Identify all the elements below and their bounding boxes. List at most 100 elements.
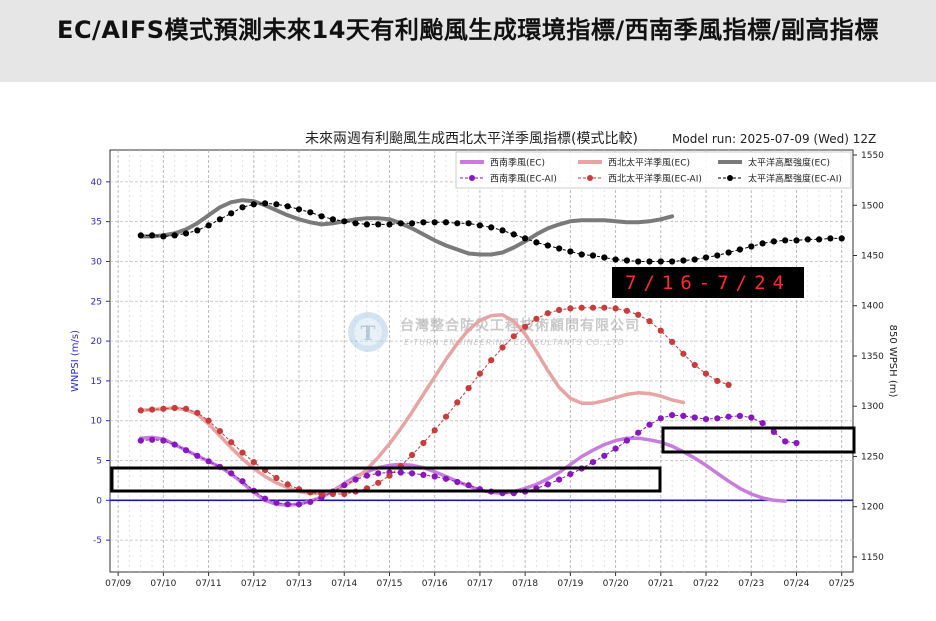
data-point-wpsh_ai (793, 237, 800, 244)
data-point-wpsh_ai (137, 232, 144, 239)
data-point-swm_ai (284, 501, 291, 508)
y-tick-label-right: 1350 (861, 352, 884, 362)
data-point-wnp_ai (499, 344, 506, 351)
data-point-wpsh_ai (295, 206, 303, 213)
data-point-swm_ai (239, 478, 246, 485)
data-point-swm_ai (307, 498, 314, 505)
data-point-wpsh_ai (375, 221, 382, 228)
y-tick-label-left: 5 (96, 457, 102, 467)
data-point-wnp_ai (680, 350, 687, 357)
data-point-wpsh_ai (465, 220, 472, 227)
data-point-wpsh_ai (386, 221, 393, 228)
data-point-wnp_ai (239, 449, 246, 456)
data-point-swm_ai (556, 476, 563, 483)
data-point-swm_ai (544, 481, 551, 488)
data-point-swm_ai (194, 452, 201, 459)
data-point-wpsh_ai (329, 216, 336, 223)
data-point-swm_ai (149, 436, 156, 443)
data-point-wnp_ai (228, 439, 235, 446)
data-point-wpsh_ai (827, 235, 834, 242)
data-point-swm_ai (375, 470, 382, 477)
data-point-swm_ai (793, 439, 800, 447)
data-point-wpsh_ai (488, 224, 495, 231)
data-point-wnp_ai (623, 307, 631, 314)
data-point-wpsh_ai (578, 251, 585, 258)
data-point-wnp_ai (273, 474, 280, 482)
data-point-wnp_ai (386, 472, 393, 479)
data-point-swm_ai (680, 412, 687, 419)
watermark-line2: E-TURN ENGINEERING CONSULTANTS CO.,LTD (404, 338, 625, 347)
y-tick-label-left: 25 (91, 297, 102, 307)
data-point-wnp_ai (601, 304, 608, 311)
y-tick-label-left: 10 (91, 417, 103, 427)
data-point-wpsh_ai (680, 257, 687, 264)
data-point-swm_ai (657, 415, 664, 422)
data-point-wpsh_ai (397, 220, 404, 227)
data-point-wpsh_ai (748, 243, 755, 250)
legend-label-wpsh_ai: 太平洋高壓強度(EC-AI) (748, 173, 842, 185)
data-point-swm_ai (612, 445, 619, 452)
data-point-swm_ai (589, 459, 597, 466)
data-point-swm_ai (770, 428, 778, 435)
data-point-wnp_ai (646, 318, 653, 325)
data-point-wnp_ai (669, 338, 676, 345)
data-point-wpsh_ai (522, 235, 529, 242)
legend-swatch-marker-wnp_ai (587, 175, 593, 181)
data-point-wnp_ai (250, 459, 257, 466)
y-tick-label-right: 1550 (861, 151, 884, 161)
data-point-swm_ai (420, 471, 427, 478)
x-tick-label: 07/14 (331, 579, 357, 589)
data-point-wnp_ai (409, 451, 416, 459)
data-point-wnp_ai (420, 439, 427, 447)
date-range-label: 7/16-7/24 (625, 272, 791, 294)
data-point-wpsh_ai (725, 249, 732, 256)
data-point-wpsh_ai (273, 201, 280, 208)
data-point-wpsh_ai (318, 213, 325, 220)
data-point-wnp_ai (465, 385, 472, 392)
data-point-swm_ai (691, 414, 698, 421)
x-tick-label: 07/25 (829, 579, 855, 589)
data-point-swm_ai (137, 437, 144, 444)
data-point-wnp_ai (657, 327, 664, 334)
data-point-swm_ai (397, 469, 404, 476)
y-tick-label-right: 1250 (861, 452, 884, 462)
data-point-wnp_ai (488, 357, 495, 364)
x-tick-label: 07/16 (422, 579, 448, 589)
data-point-wnp_ai (567, 305, 574, 312)
data-point-wpsh_ai (510, 231, 517, 238)
data-point-wpsh_ai (194, 227, 201, 234)
data-point-wpsh_ai (420, 219, 427, 226)
data-point-wnp_ai (522, 323, 529, 330)
data-point-swm_ai (646, 421, 653, 428)
data-point-wnp_ai (454, 399, 461, 406)
data-point-wnp_ai (137, 407, 144, 414)
data-point-wnp_ai (216, 428, 223, 435)
data-point-swm_ai (228, 470, 235, 477)
highlight-box-peak-swm (661, 426, 856, 454)
data-point-swm_ai (363, 472, 370, 479)
x-tick-label: 07/22 (693, 579, 719, 589)
data-point-wpsh_ai (499, 227, 506, 234)
y-tick-label-left: 40 (91, 178, 103, 188)
data-point-wpsh_ai (544, 242, 551, 249)
data-point-wpsh_ai (307, 209, 314, 216)
data-point-wpsh_ai (816, 236, 823, 243)
data-point-wpsh_ai (533, 239, 540, 246)
x-tick-label: 07/09 (105, 579, 131, 589)
data-point-swm_ai (442, 475, 450, 482)
series-line-wnp_ec (139, 313, 686, 495)
data-point-wnp_ai (578, 304, 585, 311)
plot-area (109, 149, 854, 573)
x-tick-label: 07/17 (467, 579, 493, 589)
legend-swatch-marker-wpsh_ai (727, 175, 733, 181)
data-point-wpsh_ai (702, 254, 710, 261)
data-point-swm_ai (736, 412, 744, 419)
legend-label-swm_ec: 西南季風(EC) (490, 157, 545, 169)
data-point-wpsh_ai (589, 252, 597, 259)
data-point-wpsh_ai (431, 219, 438, 226)
data-point-wpsh_ai (442, 219, 450, 226)
data-point-wpsh_ai (657, 258, 664, 265)
page-title: EC/AIFS模式預測未來14天有利颱風生成環境指標/西南季風指標/副高指標 (57, 16, 879, 44)
data-point-wnp_ai (194, 409, 201, 416)
